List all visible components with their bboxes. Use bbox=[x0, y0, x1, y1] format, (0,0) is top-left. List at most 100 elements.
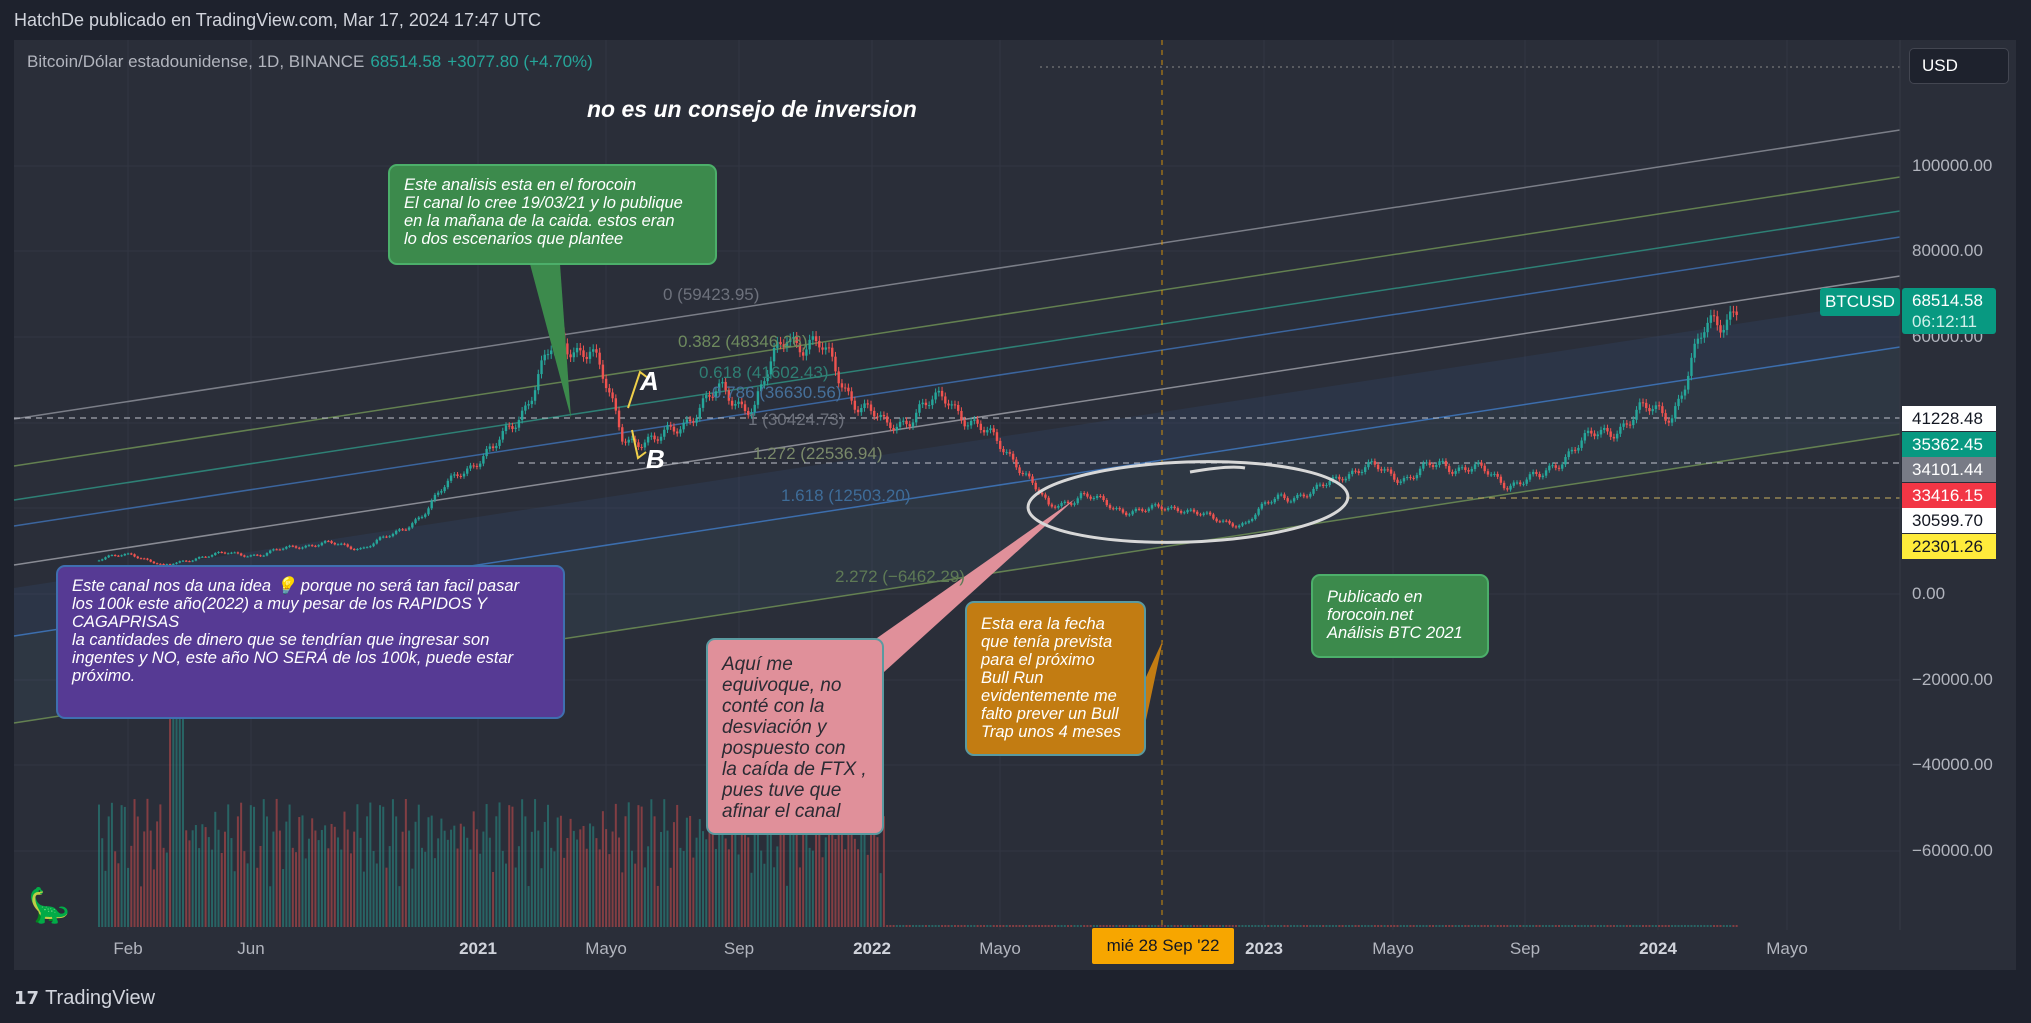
symbol-legend[interactable]: Bitcoin/Dólar estadounidense, 1D, BINANC… bbox=[27, 52, 593, 72]
candle bbox=[1657, 405, 1661, 407]
wave-b-arrow bbox=[631, 429, 647, 460]
volume-bar bbox=[1561, 925, 1564, 927]
candle bbox=[223, 552, 227, 554]
volume-bar bbox=[1383, 925, 1386, 927]
volume-bar bbox=[1680, 925, 1683, 927]
volume-bar bbox=[1493, 925, 1496, 927]
candle bbox=[617, 410, 621, 428]
volume-bar bbox=[1341, 925, 1344, 927]
crosshair-date-label: mié 28 Sep '22 bbox=[1092, 928, 1234, 964]
candle bbox=[1154, 504, 1157, 506]
note-pink-ftx[interactable]: Aquí me equivoque, no conté con la desvi… bbox=[706, 638, 884, 835]
candle bbox=[995, 432, 999, 441]
candle bbox=[992, 428, 995, 433]
note-purple-channel[interactable]: Este canal nos da una idea 💡 porque no s… bbox=[56, 565, 565, 719]
note-green-forocoin[interactable]: Este analisis esta en el forocoin El can… bbox=[388, 164, 717, 265]
volume-bar bbox=[1134, 925, 1137, 927]
volume-bar bbox=[769, 806, 772, 927]
candle bbox=[905, 420, 908, 425]
volume-bar bbox=[214, 811, 217, 927]
candle bbox=[1108, 505, 1112, 509]
volume-bar bbox=[227, 804, 230, 927]
volume-bar bbox=[1496, 925, 1499, 927]
candle bbox=[1024, 473, 1028, 475]
volume-bar bbox=[1609, 925, 1612, 927]
candle bbox=[394, 530, 398, 534]
candle bbox=[249, 555, 253, 557]
volume-bar bbox=[382, 806, 385, 927]
volume-bar bbox=[101, 838, 104, 927]
tradingview-footer[interactable]: 𝟭𝟳 TradingView bbox=[14, 987, 155, 1010]
volume-bar bbox=[1451, 925, 1454, 927]
candle bbox=[349, 546, 353, 549]
candle bbox=[782, 344, 785, 348]
volume-bar bbox=[1202, 925, 1205, 927]
volume-bar bbox=[553, 851, 556, 927]
candle bbox=[1435, 465, 1438, 467]
candle bbox=[1073, 503, 1076, 505]
volume-bar bbox=[1722, 925, 1725, 927]
candle bbox=[831, 347, 834, 357]
volume-bar bbox=[879, 873, 882, 927]
candle bbox=[1415, 475, 1419, 479]
volume-bar bbox=[414, 821, 417, 927]
candle bbox=[469, 465, 472, 469]
price-tick: −40000.00 bbox=[1912, 755, 1993, 774]
candle bbox=[805, 349, 808, 356]
volume-bar bbox=[1267, 925, 1270, 927]
volume-bar bbox=[1121, 925, 1124, 927]
volume-bar bbox=[1509, 925, 1512, 927]
volume-bar bbox=[892, 925, 895, 927]
green-note-tail bbox=[530, 264, 571, 418]
chart-panel[interactable] bbox=[14, 40, 2016, 970]
volume-bar bbox=[815, 817, 818, 927]
candle bbox=[850, 391, 853, 401]
volume-bars bbox=[98, 665, 1738, 927]
currency-button[interactable]: USD bbox=[1909, 48, 2009, 84]
candle bbox=[1425, 462, 1428, 464]
volume-bar bbox=[1519, 925, 1522, 927]
candle bbox=[1260, 503, 1264, 509]
volume-bar bbox=[1486, 925, 1489, 927]
candle bbox=[1015, 459, 1018, 468]
price-tick: 100000.00 bbox=[1912, 156, 1993, 175]
volume-bar bbox=[178, 689, 181, 927]
volume-bar bbox=[1693, 925, 1696, 927]
candle bbox=[1680, 395, 1683, 399]
note-green-published[interactable]: Publicado en forocoin.net Análisis BTC 2… bbox=[1311, 574, 1489, 658]
candle bbox=[1270, 502, 1273, 504]
volume-bar bbox=[1599, 925, 1602, 927]
candle bbox=[372, 543, 375, 547]
volume-bar bbox=[143, 831, 146, 927]
volume-bar bbox=[1141, 925, 1144, 927]
volume-bar bbox=[676, 804, 679, 927]
volume-bar bbox=[1580, 925, 1583, 927]
price-change: +3077.80 (+4.70%) bbox=[447, 52, 593, 71]
candle bbox=[1280, 494, 1283, 496]
channel-line bbox=[13, 176, 1901, 467]
volume-bar bbox=[1677, 925, 1680, 927]
volume-bar bbox=[369, 802, 372, 927]
volume-bar bbox=[391, 799, 394, 927]
volume-bar bbox=[724, 838, 727, 927]
volume-bar bbox=[976, 925, 979, 927]
volume-bar bbox=[198, 848, 201, 927]
candle bbox=[130, 553, 133, 555]
candle bbox=[1347, 474, 1351, 479]
candle bbox=[630, 438, 634, 440]
note-orange-bullrun[interactable]: Esta era la fecha que tenía prevista par… bbox=[965, 601, 1146, 756]
volume-bar bbox=[1076, 925, 1079, 927]
volume-bar bbox=[937, 925, 940, 927]
volume-bar bbox=[194, 825, 197, 927]
volume-bar bbox=[569, 818, 572, 927]
volume-bar bbox=[162, 847, 165, 927]
volume-bar bbox=[1658, 925, 1661, 927]
candle bbox=[172, 563, 175, 565]
candle bbox=[1344, 478, 1348, 481]
volume-bar bbox=[614, 803, 617, 927]
candle bbox=[1063, 501, 1067, 503]
candle bbox=[1606, 427, 1609, 432]
volume-bar bbox=[902, 925, 905, 927]
volume-bar bbox=[598, 849, 601, 927]
